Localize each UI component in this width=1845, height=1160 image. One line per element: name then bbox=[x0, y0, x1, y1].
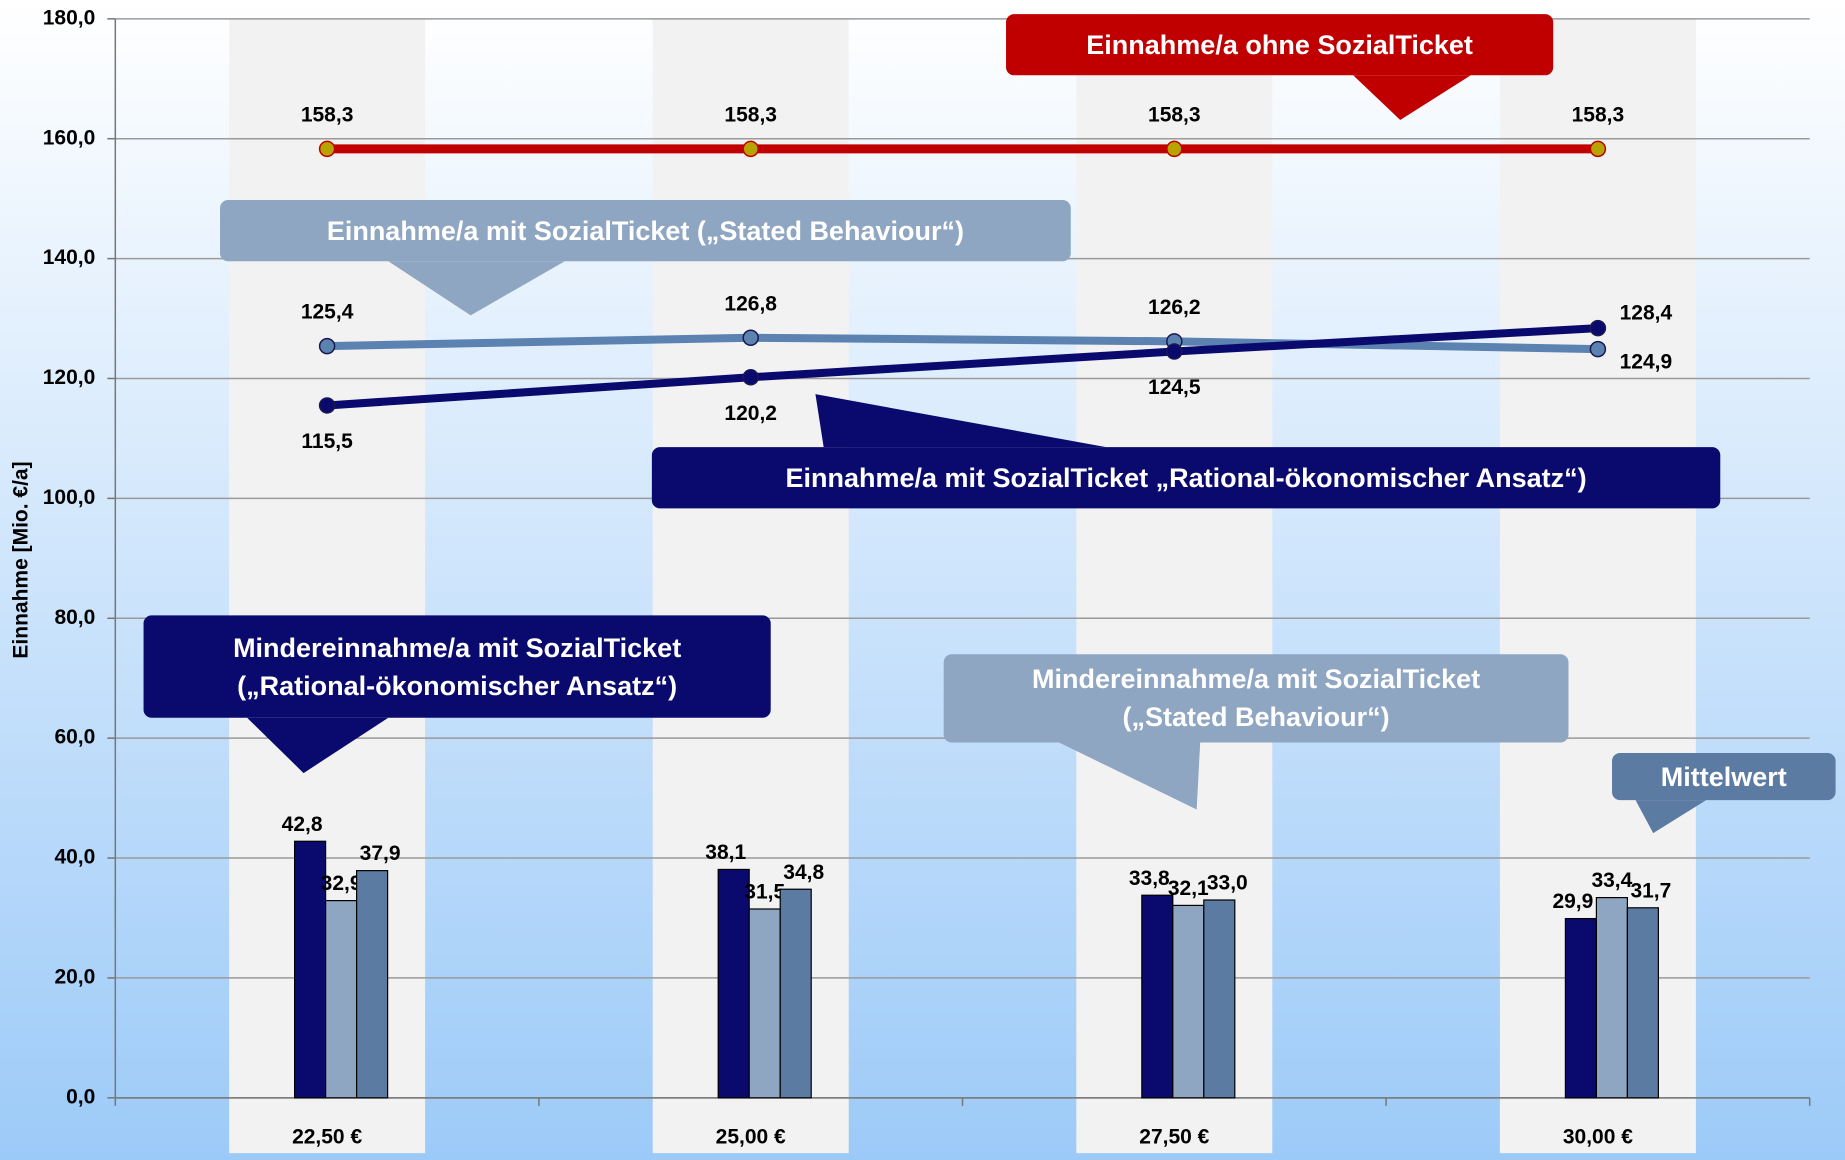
line-value-label: 158,3 bbox=[1572, 103, 1625, 126]
line-marker bbox=[1589, 340, 1607, 358]
bar-value-label: 32,9 bbox=[321, 872, 362, 895]
line-value-label: 124,5 bbox=[1148, 376, 1201, 399]
line-value-label: 126,8 bbox=[724, 292, 777, 315]
line-marker bbox=[742, 140, 759, 158]
y-tick-label: 140,0 bbox=[43, 246, 96, 269]
bar bbox=[1203, 899, 1236, 1099]
y-tick-label: 120,0 bbox=[43, 366, 96, 389]
x-tick-label: 22,50 € bbox=[292, 1126, 362, 1149]
bar-value-label: 38,1 bbox=[705, 841, 746, 864]
legend-entry: Mittelwert bbox=[1612, 753, 1836, 800]
bar bbox=[779, 888, 812, 1099]
legend-text: Einnahme/a mit SozialTicket „Rational-ök… bbox=[785, 462, 1587, 493]
callout-box bbox=[651, 447, 1721, 509]
y-tick-label: 60,0 bbox=[54, 726, 95, 749]
bar-value-label: 29,9 bbox=[1552, 890, 1593, 913]
line-marker bbox=[1589, 319, 1607, 337]
y-tick-label: 160,0 bbox=[43, 126, 96, 149]
bar bbox=[1172, 904, 1205, 1099]
callout-box bbox=[943, 654, 1569, 743]
callout-box bbox=[1006, 14, 1554, 76]
line-value-label: 115,5 bbox=[301, 430, 353, 453]
legend-entry: Einnahme/a mit SozialTicket („Stated Beh… bbox=[220, 200, 1071, 261]
line bbox=[327, 333, 1598, 354]
callout-tail bbox=[388, 261, 565, 316]
legend-text: Mittelwert bbox=[1660, 761, 1787, 792]
bar-value-label: 37,9 bbox=[360, 842, 401, 865]
line-marker bbox=[318, 140, 336, 158]
y-axis-label: Einnahme [Mio. €/a] bbox=[10, 461, 33, 658]
line-value-label: 158,3 bbox=[1148, 103, 1201, 126]
bar-value-label: 34,8 bbox=[783, 861, 824, 884]
line-marker bbox=[742, 369, 759, 386]
y-tick-label: 0,0 bbox=[66, 1085, 95, 1108]
legend-entry: Mindereinnahme/a mit SozialTicket („Stat… bbox=[944, 654, 1569, 742]
legend-text: Mindereinnahme/a mit SozialTicket („Rati… bbox=[233, 632, 682, 701]
bar bbox=[1564, 917, 1598, 1099]
bar-value-label: 31,5 bbox=[744, 881, 785, 904]
line-value-label: 126,2 bbox=[1148, 296, 1201, 319]
bar bbox=[356, 870, 389, 1099]
line-marker bbox=[1589, 140, 1607, 158]
legend-text: Einnahme/a mit SozialTicket („Stated Beh… bbox=[326, 215, 964, 246]
line-marker bbox=[1166, 140, 1183, 158]
bar bbox=[1141, 894, 1174, 1099]
line-value-label: 158,3 bbox=[724, 103, 777, 126]
callout-tail bbox=[1058, 742, 1201, 810]
line-value-label: 120,2 bbox=[724, 402, 777, 425]
line-value-label: 158,3 bbox=[301, 103, 354, 126]
x-tick-label: 27,50 € bbox=[1139, 1126, 1209, 1149]
bar-value-label: 33,4 bbox=[1591, 869, 1632, 892]
bar-value-label: 33,0 bbox=[1207, 872, 1248, 895]
line-marker bbox=[318, 397, 336, 414]
legend-text: Mindereinnahme/a mit SozialTicket („Stat… bbox=[1032, 664, 1481, 733]
legend-label: Einnahme/a mit SozialTicket „Rational-ök… bbox=[652, 447, 1720, 508]
bar-value-label: 42,8 bbox=[282, 813, 323, 836]
legend-label: Mindereinnahme/a mit SozialTicket („Rati… bbox=[144, 615, 771, 717]
bar-value-label: 32,1 bbox=[1168, 877, 1209, 900]
bar bbox=[325, 900, 358, 1099]
legend-text: Einnahme/a ohne SozialTicket bbox=[1086, 29, 1473, 60]
x-tick-label: 25,00 € bbox=[716, 1126, 786, 1149]
y-tick-label: 180,0 bbox=[43, 6, 96, 29]
line-marker bbox=[318, 337, 336, 355]
y-tick-label: 100,0 bbox=[43, 486, 96, 509]
callout-box bbox=[220, 200, 1071, 262]
y-tick-label: 40,0 bbox=[54, 846, 95, 869]
bar bbox=[1595, 897, 1629, 1099]
x-tick-label: 30,00 € bbox=[1563, 1126, 1633, 1149]
line-value-label: 128,4 bbox=[1620, 302, 1673, 325]
legend-entry: Mindereinnahme/a mit SozialTicket („Rati… bbox=[144, 615, 771, 717]
legend-entry: Einnahme/a ohne SozialTicket bbox=[1006, 14, 1553, 75]
legend-entry: Einnahme/a mit SozialTicket „Rational-ök… bbox=[652, 447, 1720, 508]
line-value-label: 125,4 bbox=[301, 301, 354, 324]
bar bbox=[1626, 907, 1660, 1099]
legend-label: Einnahme/a ohne SozialTicket bbox=[1006, 14, 1553, 75]
bar-value-label: 31,7 bbox=[1630, 879, 1671, 902]
y-tick-label: 20,0 bbox=[54, 965, 95, 988]
legend-label: Mittelwert bbox=[1612, 753, 1836, 800]
bar bbox=[294, 840, 327, 1099]
callout-tail bbox=[815, 394, 1107, 448]
legend-label: Mindereinnahme/a mit SozialTicket („Stat… bbox=[944, 654, 1569, 742]
bar bbox=[748, 908, 781, 1099]
callout-tail bbox=[1635, 800, 1707, 834]
bar bbox=[717, 868, 750, 1099]
callout-tail bbox=[247, 717, 389, 774]
callout-tail bbox=[1353, 75, 1471, 121]
bar-value-label: 33,8 bbox=[1129, 867, 1170, 890]
callout-box bbox=[143, 615, 771, 718]
legend-label: Einnahme/a mit SozialTicket („Stated Beh… bbox=[220, 200, 1071, 261]
line-value-label: 124,9 bbox=[1620, 351, 1673, 374]
line-marker bbox=[1166, 343, 1183, 360]
y-tick-label: 80,0 bbox=[54, 606, 95, 629]
callout-box bbox=[1612, 753, 1836, 801]
line bbox=[326, 324, 1599, 410]
line-marker bbox=[742, 329, 759, 346]
